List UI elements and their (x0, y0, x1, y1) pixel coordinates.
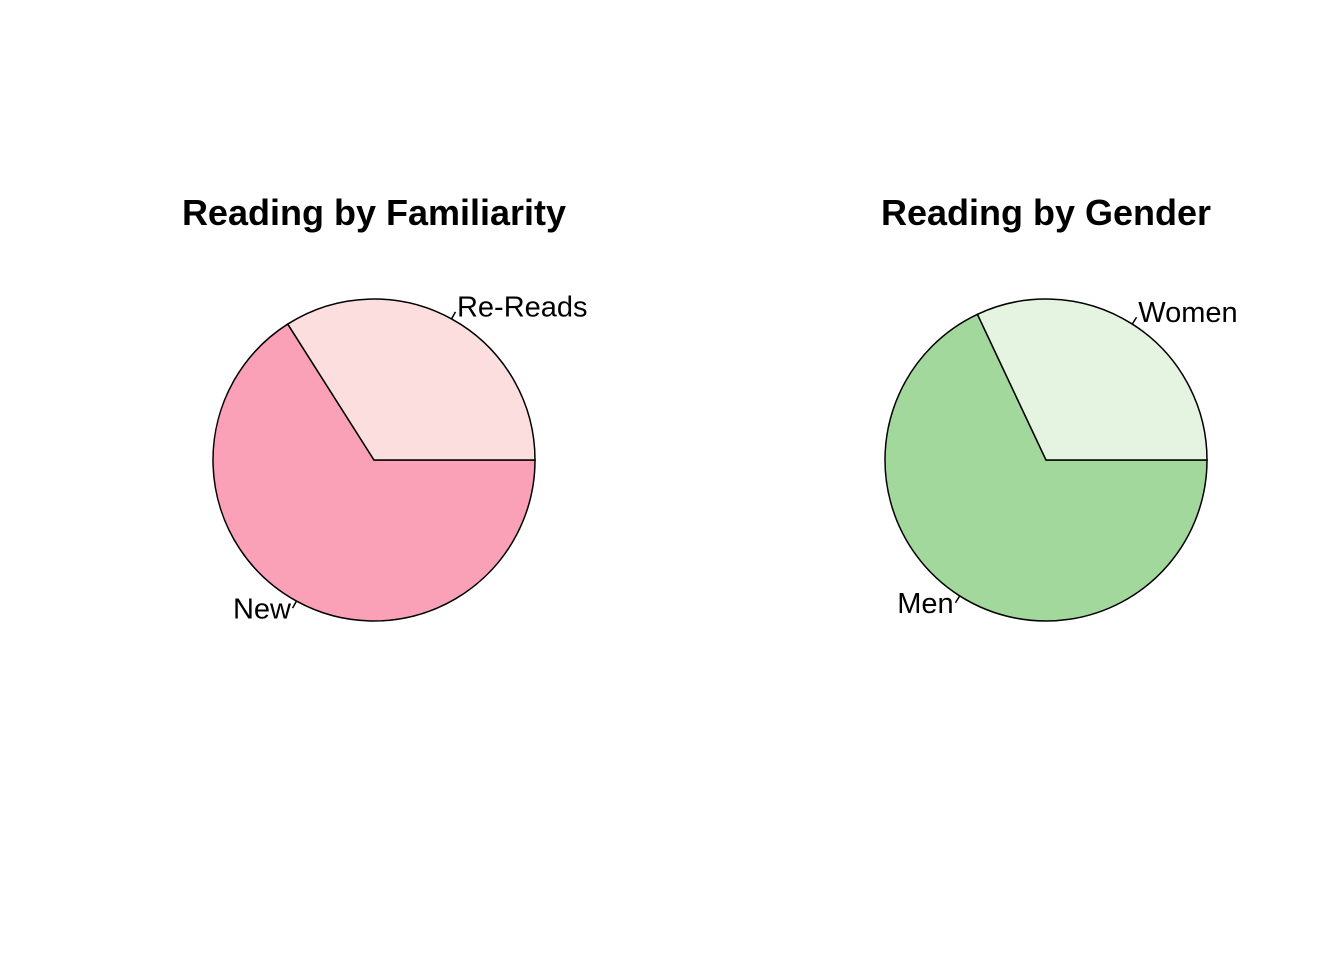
chart-title-familiarity: Reading by Familiarity (182, 192, 566, 233)
pie-slice-new (212, 323, 536, 622)
slice-label-men: Men (897, 588, 953, 620)
pie-chart-gender: Reading by Gender Women Men (881, 192, 1238, 622)
slice-label-women: Women (1138, 297, 1237, 329)
leader-line-men (954, 595, 961, 604)
pie-slice-women (976, 298, 1208, 461)
leader-line-new (291, 600, 298, 609)
slice-label-new: New (233, 594, 292, 626)
leader-line-women (1131, 316, 1138, 325)
pie-slice-re-reads (286, 298, 536, 461)
slice-label-re-reads: Re-Reads (457, 292, 588, 324)
pie-chart-familiarity: Reading by Familiarity Re-Reads New (182, 192, 588, 626)
leader-line-re-reads (450, 311, 457, 320)
chart-title-gender: Reading by Gender (881, 192, 1211, 233)
